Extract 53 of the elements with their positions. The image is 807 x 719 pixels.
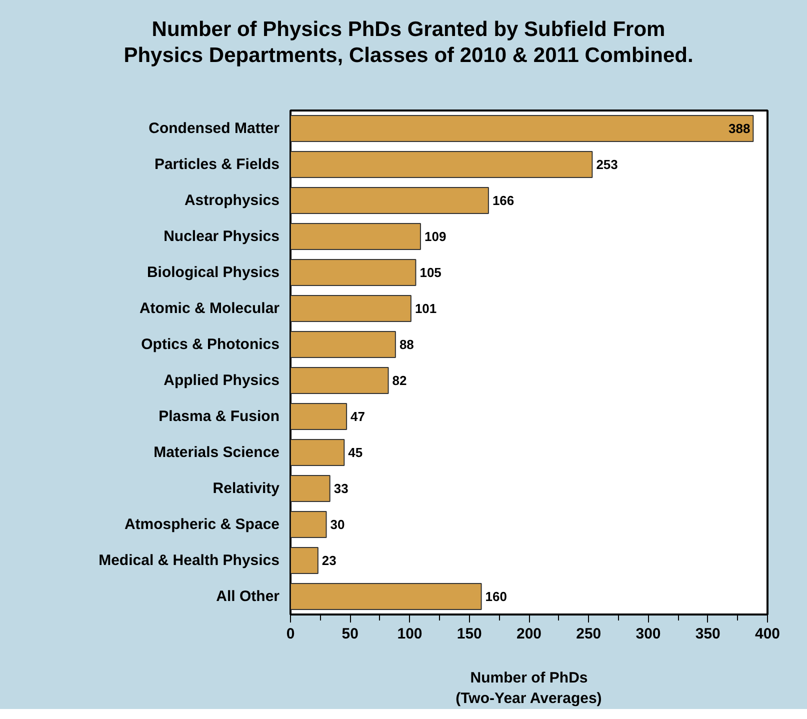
data-label: 105 — [420, 265, 442, 280]
x-axis-title: Number of PhDs (Two-Year Averages) — [456, 670, 602, 707]
x-tick-label: 0 — [286, 626, 295, 642]
x-tick-label: 400 — [754, 626, 780, 642]
y-tick-label: Plasma & Fusion — [158, 408, 280, 425]
y-tick-label: Astrophysics — [184, 192, 280, 209]
bar — [290, 115, 754, 142]
y-tick-label: All Other — [216, 588, 280, 605]
y-tick-label: Applied Physics — [164, 372, 280, 389]
data-label: 253 — [596, 157, 618, 172]
data-label: 166 — [492, 193, 514, 208]
y-tick-label: Atmospheric & Space — [124, 516, 280, 533]
data-label: 101 — [414, 301, 437, 316]
bar — [290, 439, 345, 466]
bar — [290, 367, 389, 394]
bar — [290, 403, 348, 430]
bar — [290, 223, 421, 250]
y-tick-label: Atomic & Molecular — [139, 300, 280, 317]
y-tick-label: Biological Physics — [146, 264, 280, 281]
y-tick-label: Materials Science — [154, 444, 280, 461]
data-label: 388 — [728, 121, 750, 136]
chart-title: Number of Physics PhDs Granted by Subfield From Physics Departments, Classes of 2010 & 2011 Combined. — [124, 17, 694, 70]
x-tick-label: 250 — [576, 626, 602, 642]
y-tick-label: Medical & Health Physics — [98, 552, 280, 569]
bar — [290, 511, 327, 538]
bar — [290, 259, 416, 286]
data-label: 23 — [322, 553, 336, 568]
bar — [290, 331, 396, 358]
x-tick-label: 50 — [342, 626, 358, 642]
y-tick-label: Nuclear Physics — [164, 228, 280, 245]
data-label: 88 — [399, 337, 414, 352]
x-tick-label: 150 — [456, 626, 482, 642]
data-label: 33 — [334, 481, 348, 496]
bar — [290, 187, 489, 214]
data-label: 30 — [330, 517, 345, 532]
bar — [290, 547, 318, 574]
x-tick-label: 200 — [516, 626, 542, 642]
data-label: 82 — [392, 373, 407, 388]
data-label: 47 — [350, 409, 366, 424]
bar — [290, 583, 482, 610]
y-tick-label: Relativity — [212, 480, 280, 497]
x-tick-label: 350 — [695, 626, 720, 642]
data-label: 160 — [485, 589, 508, 604]
data-label: 45 — [348, 445, 363, 460]
bar — [290, 475, 330, 502]
y-tick-label: Condensed Matter — [148, 120, 280, 137]
x-tick-label: 100 — [397, 626, 422, 642]
y-tick-label: Optics & Photonics — [141, 336, 280, 353]
bar — [290, 295, 412, 322]
bar — [290, 151, 593, 178]
y-tick-label: Particles & Fields — [154, 156, 280, 173]
x-tick-label: 300 — [636, 626, 661, 642]
data-label: 109 — [424, 229, 446, 244]
